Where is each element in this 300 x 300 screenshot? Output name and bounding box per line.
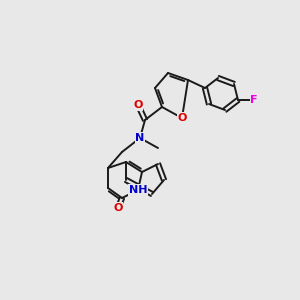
Text: F: F — [250, 95, 258, 105]
Text: N: N — [135, 133, 145, 143]
Text: O: O — [133, 100, 143, 110]
Text: O: O — [113, 203, 123, 213]
Text: O: O — [177, 113, 187, 123]
Text: NH: NH — [129, 185, 147, 195]
